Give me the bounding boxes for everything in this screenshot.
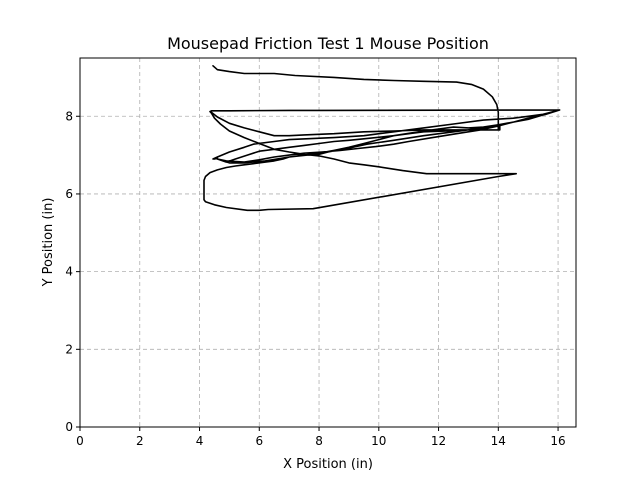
x-tick-label-2: 4 xyxy=(196,434,204,448)
chart-title: Mousepad Friction Test 1 Mouse Position xyxy=(167,34,489,53)
x-tick-label-6: 12 xyxy=(431,434,446,448)
y-axis-label: Y Position (in) xyxy=(41,198,56,288)
x-tick-label-1: 2 xyxy=(136,434,144,448)
x-tick-label-0: 0 xyxy=(76,434,84,448)
x-tick-label-8: 16 xyxy=(550,434,565,448)
y-axis: 0 2 4 6 8 xyxy=(65,109,80,434)
x-tick-label-7: 14 xyxy=(491,434,506,448)
x-tick-label-5: 10 xyxy=(371,434,386,448)
y-tick-label-1: 2 xyxy=(65,342,73,356)
y-tick-label-0: 0 xyxy=(65,420,73,434)
y-tick-label-2: 4 xyxy=(65,265,73,279)
plot-area xyxy=(203,65,561,212)
mouse-path-line-0 xyxy=(203,65,561,212)
x-tick-label-3: 6 xyxy=(255,434,263,448)
x-axis-label: X Position (in) xyxy=(283,457,373,472)
y-tick-label-4: 8 xyxy=(65,109,73,123)
x-axis: 0 2 4 6 8 10 12 14 16 xyxy=(76,427,566,448)
y-tick-label-3: 6 xyxy=(65,187,73,201)
axes-frame xyxy=(79,57,577,428)
x-tick-label-4: 8 xyxy=(315,434,323,448)
